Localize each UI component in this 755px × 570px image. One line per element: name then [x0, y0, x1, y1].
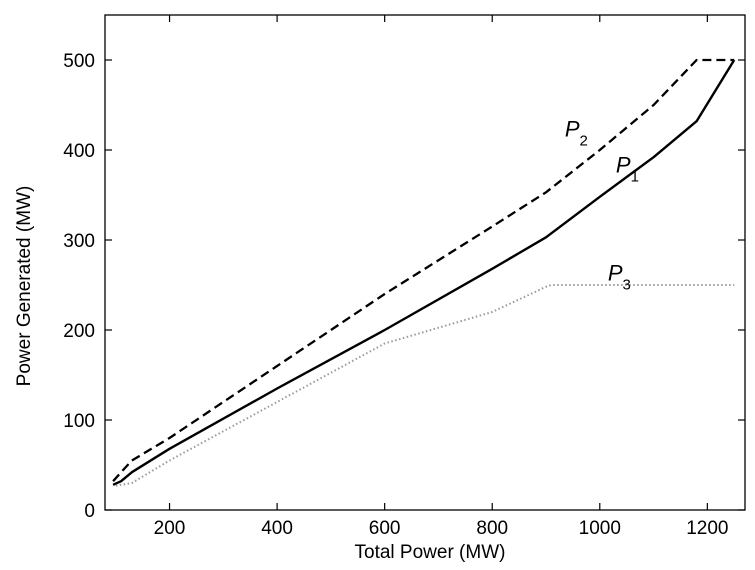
series-label-p3: P3 — [608, 261, 631, 294]
plot-frame — [104, 14, 746, 511]
series-label-subscript: 2 — [580, 133, 588, 150]
x-tick-label: 1000 — [579, 518, 621, 539]
y-axis-label: Power Generated (MW) — [14, 186, 35, 387]
y-tick-label: 500 — [63, 51, 95, 72]
y-tick-label: 0 — [84, 501, 95, 522]
series-label-letter: P — [616, 153, 631, 178]
x-tick-label: 1200 — [686, 518, 728, 539]
y-tick-label: 400 — [63, 141, 95, 162]
x-axis-ticks: 200 400 600 800 1000 1200 — [154, 15, 728, 539]
x-tick-label: 400 — [261, 518, 293, 539]
y-tick-label: 100 — [63, 411, 95, 432]
series-label-p1: P1 — [616, 153, 639, 186]
series-line-p1 — [112, 59, 736, 486]
y-axis-ticks: 0 100 200 300 400 500 — [63, 51, 745, 522]
series-label-letter: P — [608, 261, 623, 286]
x-tick-label: 800 — [476, 518, 508, 539]
x-axis-label: Total Power (MW) — [355, 542, 506, 563]
y-tick-label: 200 — [63, 321, 95, 342]
series-label-subscript: 1 — [631, 169, 639, 186]
y-tick-label: 300 — [63, 231, 95, 252]
series-label-p2: P2 — [565, 117, 588, 150]
series-line-p3 — [115, 284, 735, 487]
series-line-p2 — [112, 58, 735, 482]
plot-area-border — [104, 14, 746, 511]
series-label-subscript: 3 — [623, 277, 631, 294]
series-layer — [112, 58, 736, 487]
series-label-letter: P — [565, 117, 580, 142]
x-tick-label: 600 — [369, 518, 401, 539]
x-tick-label: 200 — [154, 518, 186, 539]
